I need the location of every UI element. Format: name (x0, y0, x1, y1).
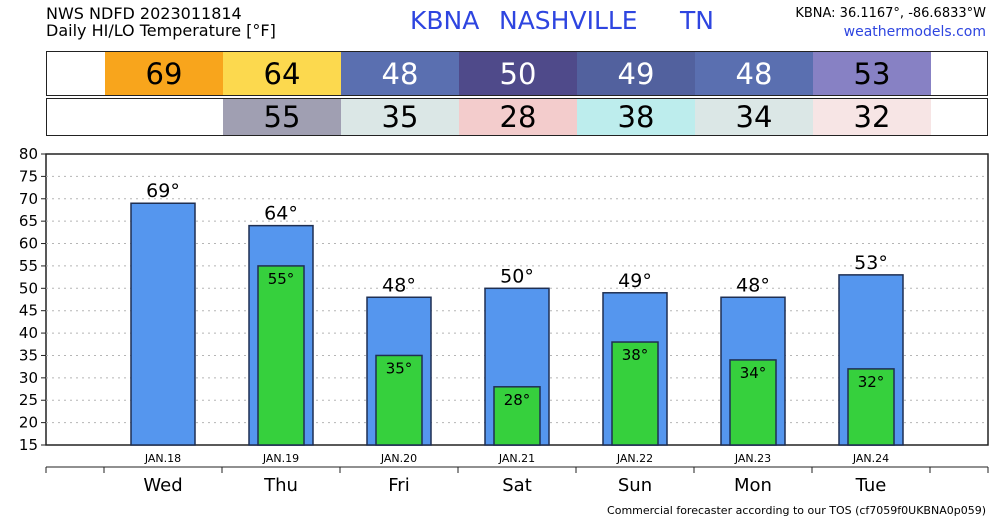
high-temp-cell: 53 (813, 52, 931, 95)
high-bar-label: 64° (264, 203, 298, 225)
low-bar-label: 38° (622, 346, 649, 364)
date-label: JAN.20 (380, 452, 417, 465)
high-bar-label: 48° (382, 274, 416, 296)
product-title: NWS NDFD 2023011814 (46, 4, 242, 23)
y-tick-label: 60 (19, 235, 38, 253)
y-tick-label: 40 (19, 324, 38, 342)
low-temp-cell (105, 99, 223, 135)
y-tick-label: 35 (19, 346, 38, 364)
day-label: Mon (734, 475, 772, 496)
low-bar (847, 368, 895, 446)
high-temp-cell: 49 (577, 52, 695, 95)
high-bar-label: 53° (854, 252, 888, 274)
footer-note: Commercial forecaster according to our T… (607, 504, 986, 517)
low-bar (375, 354, 423, 446)
date-label: JAN.19 (262, 452, 299, 465)
y-tick-label: 70 (19, 190, 38, 208)
low-bar (611, 341, 659, 446)
low-temp-cell: 32 (813, 99, 931, 135)
site-link[interactable]: weathermodels.com (843, 24, 986, 40)
day-label: Wed (143, 475, 182, 496)
date-label: JAN.24 (852, 452, 889, 465)
station-name: NASHVILLE (499, 6, 638, 35)
y-tick-label: 15 (19, 436, 38, 454)
date-label: JAN.22 (616, 452, 653, 465)
high-temp-cell: 48 (695, 52, 813, 95)
low-temp-cell: 34 (695, 99, 813, 135)
date-label: JAN.21 (498, 452, 535, 465)
low-bar-label: 28° (504, 391, 531, 409)
high-bar-label: 48° (736, 274, 770, 296)
day-label: Thu (263, 475, 298, 496)
high-temperature-strip: 69 64 48 50 49 48 53 (46, 51, 988, 96)
high-temp-cell: 48 (341, 52, 459, 95)
station-state: TN (680, 6, 714, 35)
high-temp-cell: 64 (223, 52, 341, 95)
high-bar-label: 49° (618, 270, 652, 292)
y-tick-label: 50 (19, 279, 38, 297)
high-bar-label: 50° (500, 265, 534, 287)
low-bar-label: 35° (386, 359, 413, 377)
day-label: Tue (855, 475, 887, 496)
date-label: JAN.18 (144, 452, 181, 465)
y-tick-label: 30 (19, 369, 38, 387)
low-bar (257, 265, 305, 446)
low-temp-cell: 38 (577, 99, 695, 135)
low-bar-label: 32° (858, 373, 885, 391)
low-temp-cell: 35 (341, 99, 459, 135)
station-id: KBNA (410, 6, 480, 35)
day-label: Fri (388, 475, 409, 496)
y-tick-label: 65 (19, 212, 38, 230)
low-temperature-strip: 55 35 28 38 34 32 (46, 98, 988, 136)
high-bar (130, 202, 196, 446)
high-temp-cell: 50 (459, 52, 577, 95)
y-tick-label: 80 (19, 145, 38, 163)
y-tick-label: 20 (19, 414, 38, 432)
y-tick-label: 55 (19, 257, 38, 275)
y-tick-label: 45 (19, 302, 38, 320)
low-temp-cell: 55 (223, 99, 341, 135)
low-bar (729, 359, 777, 446)
y-tick-label: 25 (19, 391, 38, 409)
station-coordinates: KBNA: 36.1167°, -86.6833°W (795, 6, 986, 21)
low-bar-label: 34° (740, 364, 767, 382)
low-temp-cell: 28 (459, 99, 577, 135)
high-bar-label: 69° (146, 180, 180, 202)
date-label: JAN.23 (734, 452, 771, 465)
day-label: Sat (502, 475, 532, 496)
low-bar (493, 386, 541, 446)
y-tick-label: 75 (19, 167, 38, 185)
low-bar-label: 55° (268, 270, 295, 288)
variable-title: Daily HI/LO Temperature [°F] (46, 21, 276, 40)
high-temp-cell: 69 (105, 52, 223, 95)
day-label: Sun (618, 475, 652, 496)
